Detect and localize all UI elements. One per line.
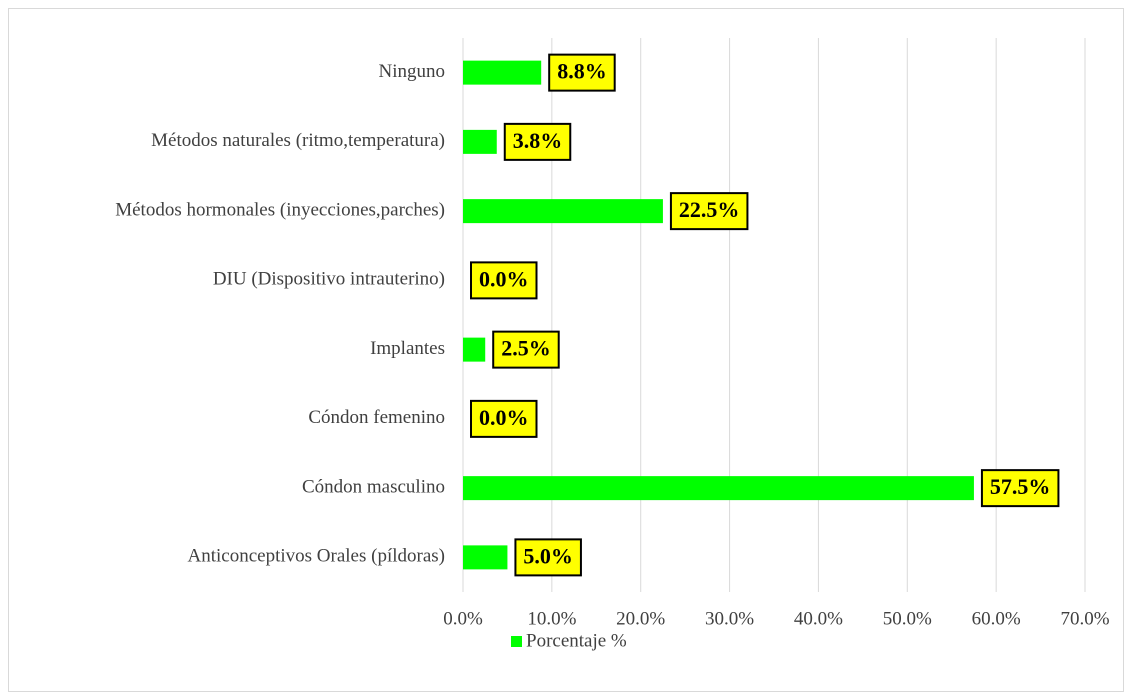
x-tick-label: 10.0% bbox=[527, 608, 576, 629]
y-tick-label: Métodos hormonales (inyecciones,parches) bbox=[115, 199, 445, 220]
chart-border bbox=[8, 8, 1124, 692]
y-tick-label: Implantes bbox=[370, 338, 445, 359]
y-tick-label: Cóndon masculino bbox=[302, 476, 445, 497]
y-tick-label: Cóndon femenino bbox=[308, 407, 445, 428]
value-label-box bbox=[669, 192, 749, 231]
x-tick-label: 30.0% bbox=[705, 608, 754, 629]
value-label-box bbox=[503, 122, 572, 161]
bar bbox=[463, 337, 486, 362]
bar bbox=[463, 199, 663, 224]
value-label-box bbox=[514, 538, 582, 577]
value-label-box bbox=[548, 53, 616, 92]
y-tick-label: Ninguno bbox=[379, 61, 446, 82]
value-label: 0.0% bbox=[479, 266, 529, 291]
value-label: 8.8% bbox=[557, 59, 607, 84]
x-tick-label: 0.0% bbox=[443, 608, 483, 629]
y-tick-label: DIU (Dispositivo intrauterino) bbox=[213, 269, 445, 290]
bar bbox=[463, 129, 497, 154]
bar bbox=[463, 545, 508, 570]
y-tick-label: Anticonceptivos Orales (píldoras) bbox=[188, 546, 445, 567]
value-label: 3.8% bbox=[513, 128, 563, 153]
value-label: 57.5% bbox=[990, 474, 1051, 499]
x-tick-label: 40.0% bbox=[794, 608, 843, 629]
legend-label: Porcentaje % bbox=[526, 630, 627, 651]
y-tick-label: Métodos naturales (ritmo,temperatura) bbox=[151, 130, 445, 151]
bar bbox=[463, 476, 974, 501]
x-tick-label: 20.0% bbox=[616, 608, 665, 629]
value-label-box bbox=[980, 469, 1060, 508]
value-label: 0.0% bbox=[479, 405, 529, 430]
value-label-box bbox=[470, 399, 538, 438]
x-tick-label: 70.0% bbox=[1060, 608, 1109, 629]
value-label: 5.0% bbox=[523, 543, 573, 568]
value-label: 2.5% bbox=[501, 336, 551, 361]
x-tick-label: 60.0% bbox=[972, 608, 1021, 629]
x-tick-label: 50.0% bbox=[883, 608, 932, 629]
legend-swatch bbox=[511, 636, 522, 647]
value-label-box bbox=[470, 261, 538, 300]
bar bbox=[463, 60, 542, 85]
value-label-box bbox=[492, 330, 560, 369]
value-label: 22.5% bbox=[679, 197, 740, 222]
